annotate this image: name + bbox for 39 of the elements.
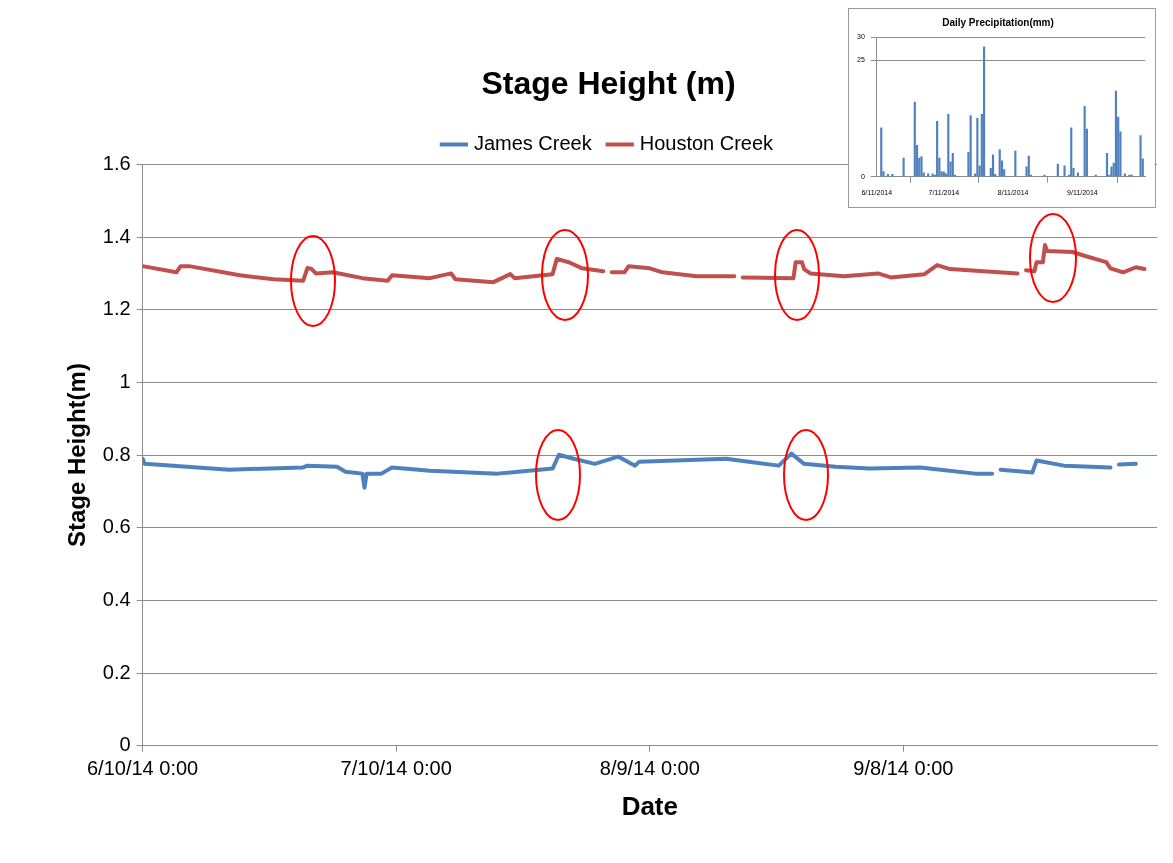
bar: [1114, 90, 1118, 177]
bar: [913, 101, 916, 177]
y-tick-label: 1: [119, 369, 131, 392]
legend-label: Houston Creek: [639, 131, 775, 154]
bar: [927, 173, 930, 177]
y-tick-label: 0.8: [102, 442, 131, 465]
bar: [1063, 165, 1066, 177]
bar: [1070, 127, 1073, 177]
chart-title: Daily Precipitation(mm): [942, 16, 1054, 28]
bar: [976, 118, 979, 177]
bar: [947, 113, 950, 177]
bar: [982, 46, 986, 177]
bar: [1110, 166, 1113, 177]
x-tick-label: 8/9/14 0:00: [599, 757, 700, 780]
x-tick-label: 6/10/14 0:00: [86, 757, 199, 780]
y-tick-label: 1.2: [102, 297, 131, 320]
bar: [991, 154, 995, 177]
y-tick-label: 0.6: [102, 515, 131, 538]
bar: [891, 173, 894, 177]
bar: [951, 153, 954, 177]
bar: [936, 120, 939, 177]
bar: [998, 149, 1001, 177]
bar: [1083, 106, 1086, 177]
x-tick-label: 7/10/14 0:00: [340, 757, 452, 780]
chart-title: Stage Height (m): [481, 65, 736, 102]
x-axis-title: Date: [621, 790, 678, 821]
y-tick-label: 0.4: [102, 587, 131, 610]
x-tick-label: 9/8/14 0:00: [853, 757, 954, 780]
bar: [969, 115, 972, 177]
y-tick-label: 0: [119, 733, 131, 756]
y-tick-label: 0.2: [102, 660, 131, 683]
legend-label: James Creek: [473, 131, 593, 154]
y-tick-label: 1.6: [102, 151, 131, 174]
bar: [880, 127, 883, 177]
y-tick-label: 1.4: [102, 224, 131, 247]
bar: [1105, 153, 1109, 177]
y-axis-title: Stage Height(m): [63, 363, 91, 548]
bar: [1123, 173, 1126, 177]
bar: [1139, 135, 1142, 177]
